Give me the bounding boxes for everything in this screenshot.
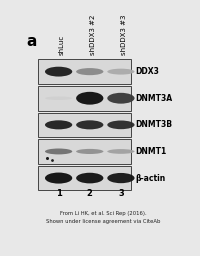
Ellipse shape (45, 148, 72, 154)
Text: DNMT1: DNMT1 (135, 147, 166, 156)
FancyBboxPatch shape (37, 166, 130, 190)
Text: 2: 2 (86, 189, 92, 198)
Ellipse shape (76, 92, 103, 105)
Text: shDDX3 #2: shDDX3 #2 (89, 15, 95, 55)
Ellipse shape (45, 97, 72, 100)
Ellipse shape (45, 120, 72, 129)
Ellipse shape (76, 149, 103, 154)
Ellipse shape (76, 68, 103, 75)
Ellipse shape (107, 173, 134, 183)
Ellipse shape (107, 93, 134, 104)
Ellipse shape (76, 120, 103, 129)
Text: β-actin: β-actin (135, 174, 165, 183)
Text: From Li HK, et al. Sci Rep (2016).: From Li HK, et al. Sci Rep (2016). (59, 210, 146, 216)
Ellipse shape (107, 149, 134, 154)
Text: Shown under license agreement via CiteAb: Shown under license agreement via CiteAb (46, 219, 159, 225)
Ellipse shape (45, 173, 72, 184)
Text: 1: 1 (55, 189, 61, 198)
Ellipse shape (107, 121, 134, 129)
FancyBboxPatch shape (37, 86, 130, 111)
Ellipse shape (76, 173, 103, 183)
Text: shLuc: shLuc (58, 35, 64, 55)
FancyBboxPatch shape (37, 59, 130, 84)
FancyBboxPatch shape (37, 139, 130, 164)
Ellipse shape (107, 69, 134, 74)
Ellipse shape (45, 67, 72, 77)
Text: DDX3: DDX3 (135, 67, 159, 76)
Text: 3: 3 (117, 189, 123, 198)
Text: DNMT3A: DNMT3A (135, 94, 172, 103)
Text: DNMT3B: DNMT3B (135, 120, 172, 129)
FancyBboxPatch shape (37, 113, 130, 137)
Text: a: a (27, 34, 37, 49)
Text: shDDX3 #3: shDDX3 #3 (120, 15, 126, 55)
